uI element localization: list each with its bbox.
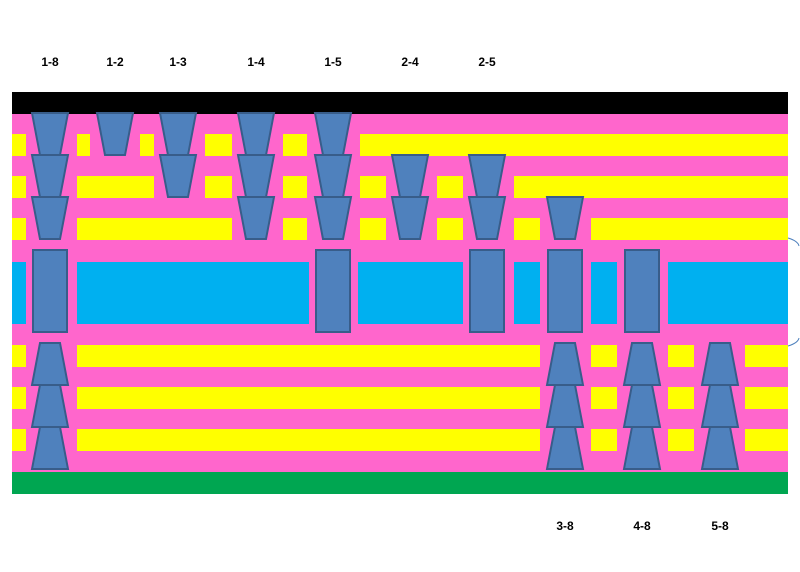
inner-copper-segment-1-1 bbox=[12, 134, 26, 156]
inner-copper-segment-5-4 bbox=[668, 387, 694, 409]
edge-arc-upper bbox=[787, 237, 800, 247]
buried-via-core-2 bbox=[315, 249, 351, 333]
blind-via-top-256-3 bbox=[236, 196, 276, 240]
blind-via-bottom-642-2 bbox=[622, 384, 662, 428]
inner-copper-segment-1-4 bbox=[205, 134, 232, 156]
blind-via-top-487-3 bbox=[467, 196, 507, 240]
blind-via-top-565-3 bbox=[545, 196, 585, 240]
inner-copper-segment-1-3 bbox=[140, 134, 154, 156]
inner-copper-segment-6-3 bbox=[591, 429, 617, 451]
inner-copper-segment-6-5 bbox=[745, 429, 788, 451]
inner-copper-segment-5-1 bbox=[12, 387, 26, 409]
top-copper-layer bbox=[12, 92, 788, 114]
core-segment-6 bbox=[668, 262, 788, 324]
blind-via-bottom-565-3 bbox=[545, 426, 585, 470]
inner-copper-segment-5-3 bbox=[591, 387, 617, 409]
blind-via-bottom-720-1 bbox=[700, 342, 740, 386]
edge-arc-lower bbox=[787, 337, 800, 347]
inner-copper-segment-6-2 bbox=[77, 429, 540, 451]
core-segment-1 bbox=[12, 262, 26, 324]
edge-marks bbox=[787, 237, 800, 347]
blind-via-bottom-720-2 bbox=[700, 384, 740, 428]
core-segment-5 bbox=[591, 262, 617, 324]
via-label-1-4: 1-4 bbox=[247, 55, 265, 69]
inner-copper-segment-4-2 bbox=[77, 345, 540, 367]
inner-copper-segment-1-6 bbox=[360, 134, 788, 156]
blind-via-bottom-642-1 bbox=[622, 342, 662, 386]
blind-via-top-115-1 bbox=[95, 112, 135, 156]
blind-via-bottom-565-2 bbox=[545, 384, 585, 428]
buried-via-core-3 bbox=[469, 249, 505, 333]
inner-copper-segment-3-3 bbox=[283, 218, 307, 240]
blind-via-bottom-565-1 bbox=[545, 342, 585, 386]
blind-via-top-410-3 bbox=[390, 196, 430, 240]
inner-copper-segment-2-4 bbox=[283, 176, 307, 198]
inner-copper-segment-3-6 bbox=[514, 218, 540, 240]
blind-via-top-50-3 bbox=[30, 196, 70, 240]
blind-via-bottom-50-1 bbox=[30, 342, 70, 386]
blind-via-bottom-642-3 bbox=[622, 426, 662, 470]
core-segment-3 bbox=[358, 262, 463, 324]
inner-copper-segment-1-2 bbox=[77, 134, 90, 156]
inner-copper-segment-2-6 bbox=[437, 176, 463, 198]
inner-copper-segment-6-4 bbox=[668, 429, 694, 451]
via-label-1-8: 1-8 bbox=[41, 55, 59, 69]
via-label-1-2: 1-2 bbox=[106, 55, 124, 69]
buried-via-core-5 bbox=[624, 249, 660, 333]
inner-copper-segment-6-1 bbox=[12, 429, 26, 451]
via-label-2-5: 2-5 bbox=[478, 55, 496, 69]
blind-via-bottom-50-2 bbox=[30, 384, 70, 428]
via-label-2-4: 2-4 bbox=[401, 55, 419, 69]
via-group bbox=[30, 112, 740, 470]
via-label-1-3: 1-3 bbox=[169, 55, 187, 69]
via-label-4-8: 4-8 bbox=[633, 519, 651, 533]
inner-copper-segment-2-2 bbox=[77, 176, 154, 198]
via-label-3-8: 3-8 bbox=[556, 519, 574, 533]
inner-copper-segment-3-1 bbox=[12, 218, 26, 240]
blind-via-top-178-2 bbox=[158, 154, 198, 198]
inner-copper-segment-3-4 bbox=[360, 218, 386, 240]
inner-copper-segment-5-5 bbox=[745, 387, 788, 409]
core-segment-2 bbox=[77, 262, 309, 324]
inner-copper-segment-2-1 bbox=[12, 176, 26, 198]
inner-copper-segment-3-5 bbox=[437, 218, 463, 240]
blind-via-bottom-720-3 bbox=[700, 426, 740, 470]
core-segment-4 bbox=[514, 262, 540, 324]
via-labels: 1-8 1-2 1-3 1-4 1-5 2-4 2-5 3-8 4-8 5-8 bbox=[41, 55, 729, 533]
copper-segments bbox=[12, 134, 788, 451]
via-label-5-8: 5-8 bbox=[711, 519, 729, 533]
blind-via-bottom-50-3 bbox=[30, 426, 70, 470]
inner-copper-segment-3-7 bbox=[591, 218, 788, 240]
blind-via-top-333-3 bbox=[313, 196, 353, 240]
inner-copper-segment-2-7 bbox=[514, 176, 788, 198]
inner-copper-segment-4-4 bbox=[668, 345, 694, 367]
inner-copper-segment-2-3 bbox=[205, 176, 232, 198]
inner-copper-segment-2-5 bbox=[360, 176, 386, 198]
inner-copper-segment-4-5 bbox=[745, 345, 788, 367]
inner-copper-segment-1-5 bbox=[283, 134, 307, 156]
inner-copper-segment-5-2 bbox=[77, 387, 540, 409]
via-label-1-5: 1-5 bbox=[324, 55, 342, 69]
buried-via-core-1 bbox=[32, 249, 68, 333]
bottom-copper-layer bbox=[12, 472, 788, 494]
inner-copper-segment-3-2 bbox=[77, 218, 232, 240]
inner-copper-segment-4-3 bbox=[591, 345, 617, 367]
buried-via-core-4 bbox=[547, 249, 583, 333]
inner-copper-segment-4-1 bbox=[12, 345, 26, 367]
